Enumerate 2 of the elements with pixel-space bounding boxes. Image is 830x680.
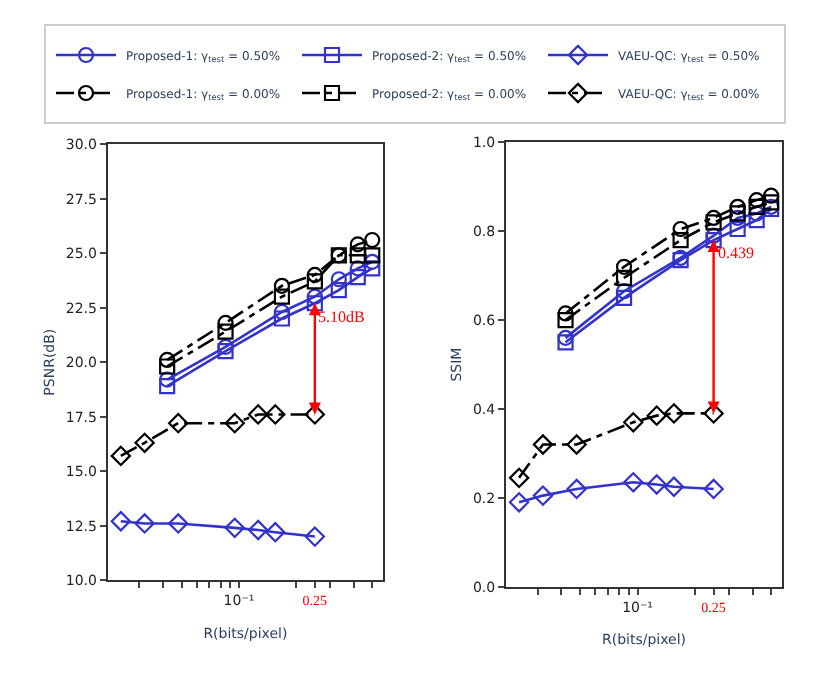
annotation: 5.10dB (318, 308, 365, 326)
annotation: 0.439 (718, 244, 754, 262)
